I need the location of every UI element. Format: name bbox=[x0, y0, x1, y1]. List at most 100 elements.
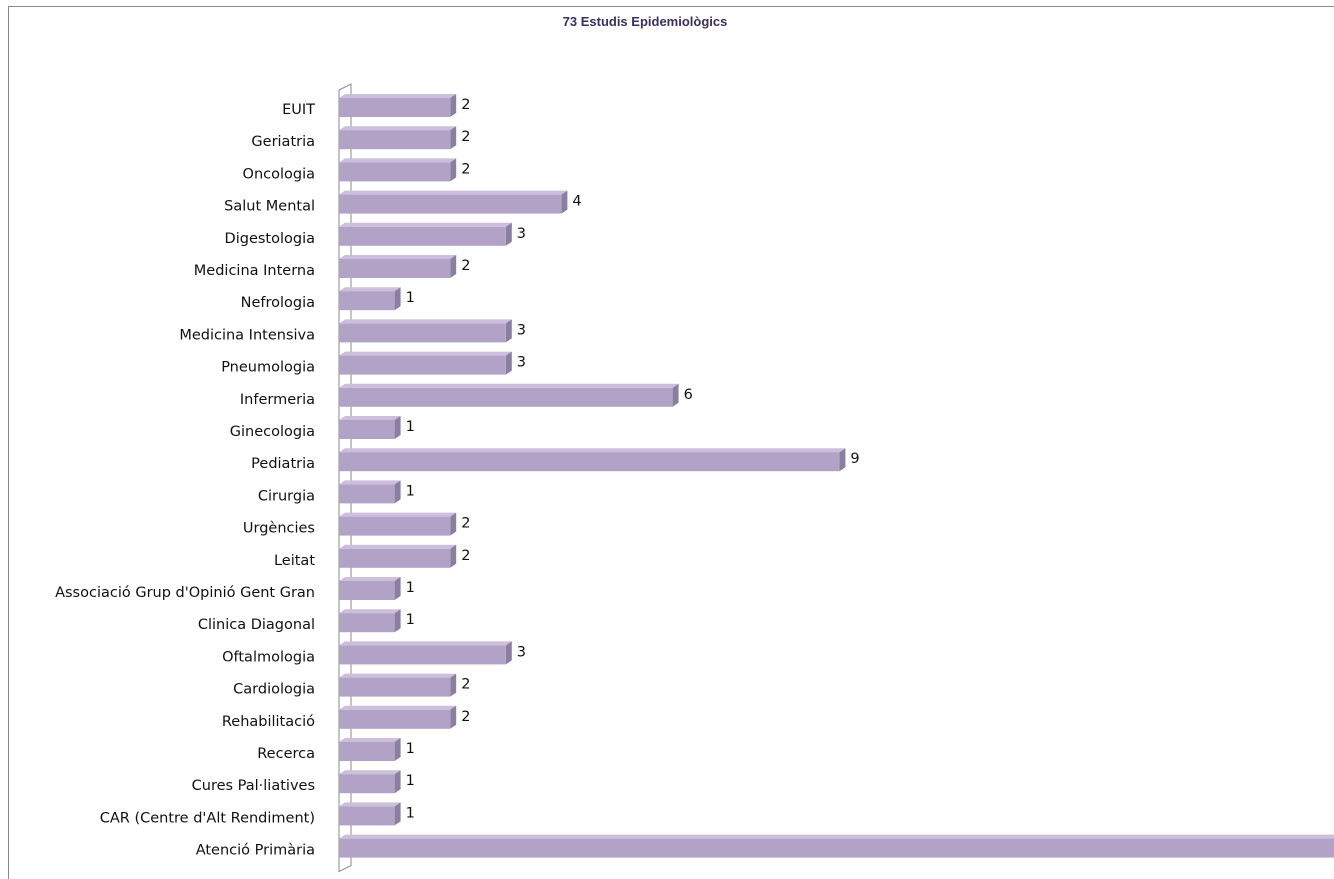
bar-top bbox=[339, 609, 401, 614]
bar bbox=[339, 673, 457, 697]
bar-top bbox=[339, 577, 401, 581]
bar-top bbox=[339, 705, 457, 710]
bar-side bbox=[394, 609, 401, 633]
bar-side bbox=[394, 802, 401, 826]
bar-top bbox=[339, 255, 457, 259]
bar-front bbox=[339, 194, 562, 214]
bar-side bbox=[672, 383, 679, 407]
bar bbox=[339, 544, 457, 568]
bar bbox=[339, 577, 401, 600]
bar-top bbox=[339, 319, 512, 324]
bar-front bbox=[339, 226, 506, 246]
category-label: Recerca bbox=[257, 746, 315, 762]
bar-front bbox=[339, 548, 451, 568]
category-label: Medicina Interna bbox=[194, 263, 315, 279]
data-label: 1 bbox=[406, 580, 415, 596]
data-label: 1 bbox=[406, 805, 415, 821]
bar-front bbox=[339, 387, 673, 407]
category-label: Digestologia bbox=[225, 231, 315, 247]
data-label: 9 bbox=[850, 451, 859, 467]
bar-front bbox=[339, 323, 506, 343]
bar bbox=[339, 319, 512, 343]
bar-front bbox=[339, 677, 451, 697]
bar bbox=[339, 222, 512, 246]
bar-top bbox=[339, 448, 846, 453]
bar-top bbox=[339, 480, 401, 485]
bar bbox=[339, 834, 1334, 858]
bar-front bbox=[339, 742, 395, 761]
chart-frame bbox=[8, 6, 1334, 879]
bar-front bbox=[339, 484, 395, 504]
bar-front bbox=[339, 162, 451, 182]
bar-side bbox=[839, 448, 846, 472]
bar-top bbox=[339, 158, 457, 163]
category-label: EUIT bbox=[282, 102, 315, 118]
bar-top bbox=[339, 802, 401, 807]
bar bbox=[339, 448, 846, 472]
bar-side bbox=[394, 770, 401, 794]
bar-top bbox=[339, 834, 1334, 839]
labels-layer: EUIT 2 Geriatria 2 Oncologia 2 Salut Mental 4 Di… bbox=[55, 97, 860, 859]
bar bbox=[339, 705, 457, 729]
data-label: 3 bbox=[517, 322, 526, 338]
bar-side bbox=[505, 641, 512, 665]
bar-front bbox=[339, 420, 395, 439]
data-label: 2 bbox=[461, 709, 470, 725]
bar-side bbox=[394, 577, 401, 600]
bar-front bbox=[339, 98, 451, 117]
category-label: Cirurgia bbox=[258, 488, 315, 504]
bar-top bbox=[339, 416, 401, 420]
bar bbox=[339, 609, 401, 633]
data-label: 1 bbox=[406, 741, 415, 757]
bar-top bbox=[339, 351, 512, 356]
bar-top bbox=[339, 512, 457, 517]
bar-top bbox=[339, 770, 401, 775]
bar bbox=[339, 255, 457, 278]
bar-front bbox=[339, 291, 395, 311]
data-label: 4 bbox=[572, 194, 581, 210]
data-label: 3 bbox=[517, 355, 526, 371]
category-label: Oftalmologia bbox=[222, 649, 315, 665]
bar-front bbox=[339, 355, 506, 375]
bar bbox=[339, 480, 401, 504]
bar-side bbox=[450, 673, 457, 697]
data-label: 2 bbox=[461, 548, 470, 564]
category-label: Cardiologia bbox=[233, 682, 315, 698]
bar bbox=[339, 416, 401, 439]
bar bbox=[339, 158, 457, 182]
category-label: Ginecologia bbox=[230, 424, 315, 440]
bar-side bbox=[450, 512, 457, 536]
bar-top bbox=[339, 94, 457, 98]
bar-side bbox=[561, 190, 568, 214]
bar-front bbox=[339, 709, 451, 729]
category-label: Clinica Diagonal bbox=[198, 617, 315, 633]
data-label: 2 bbox=[461, 258, 470, 274]
data-label: 2 bbox=[461, 161, 470, 177]
bar-top bbox=[339, 126, 457, 131]
data-label: 2 bbox=[461, 516, 470, 532]
bar-front bbox=[339, 838, 1334, 858]
bar-top bbox=[339, 222, 512, 227]
bar-front bbox=[339, 516, 451, 536]
bar bbox=[339, 126, 457, 150]
bar-top bbox=[339, 544, 457, 549]
bar-side bbox=[450, 126, 457, 150]
data-label: 3 bbox=[517, 226, 526, 242]
bar-side bbox=[394, 287, 401, 311]
bar-top bbox=[339, 641, 512, 646]
bar bbox=[339, 512, 457, 536]
category-label: Medicina Intensiva bbox=[179, 327, 315, 343]
category-label: Salut Mental bbox=[224, 199, 315, 215]
bar-front bbox=[339, 645, 506, 665]
bar-front bbox=[339, 613, 395, 633]
bar-side bbox=[505, 351, 512, 375]
bar-front bbox=[339, 581, 395, 600]
bar-front bbox=[339, 130, 451, 150]
bar bbox=[339, 641, 512, 665]
category-label: Pneumologia bbox=[221, 360, 315, 376]
bar-side bbox=[450, 544, 457, 568]
data-label: 2 bbox=[461, 129, 470, 145]
bar-side bbox=[450, 94, 457, 117]
category-label: Nefrologia bbox=[241, 295, 315, 311]
data-label: 1 bbox=[406, 483, 415, 499]
